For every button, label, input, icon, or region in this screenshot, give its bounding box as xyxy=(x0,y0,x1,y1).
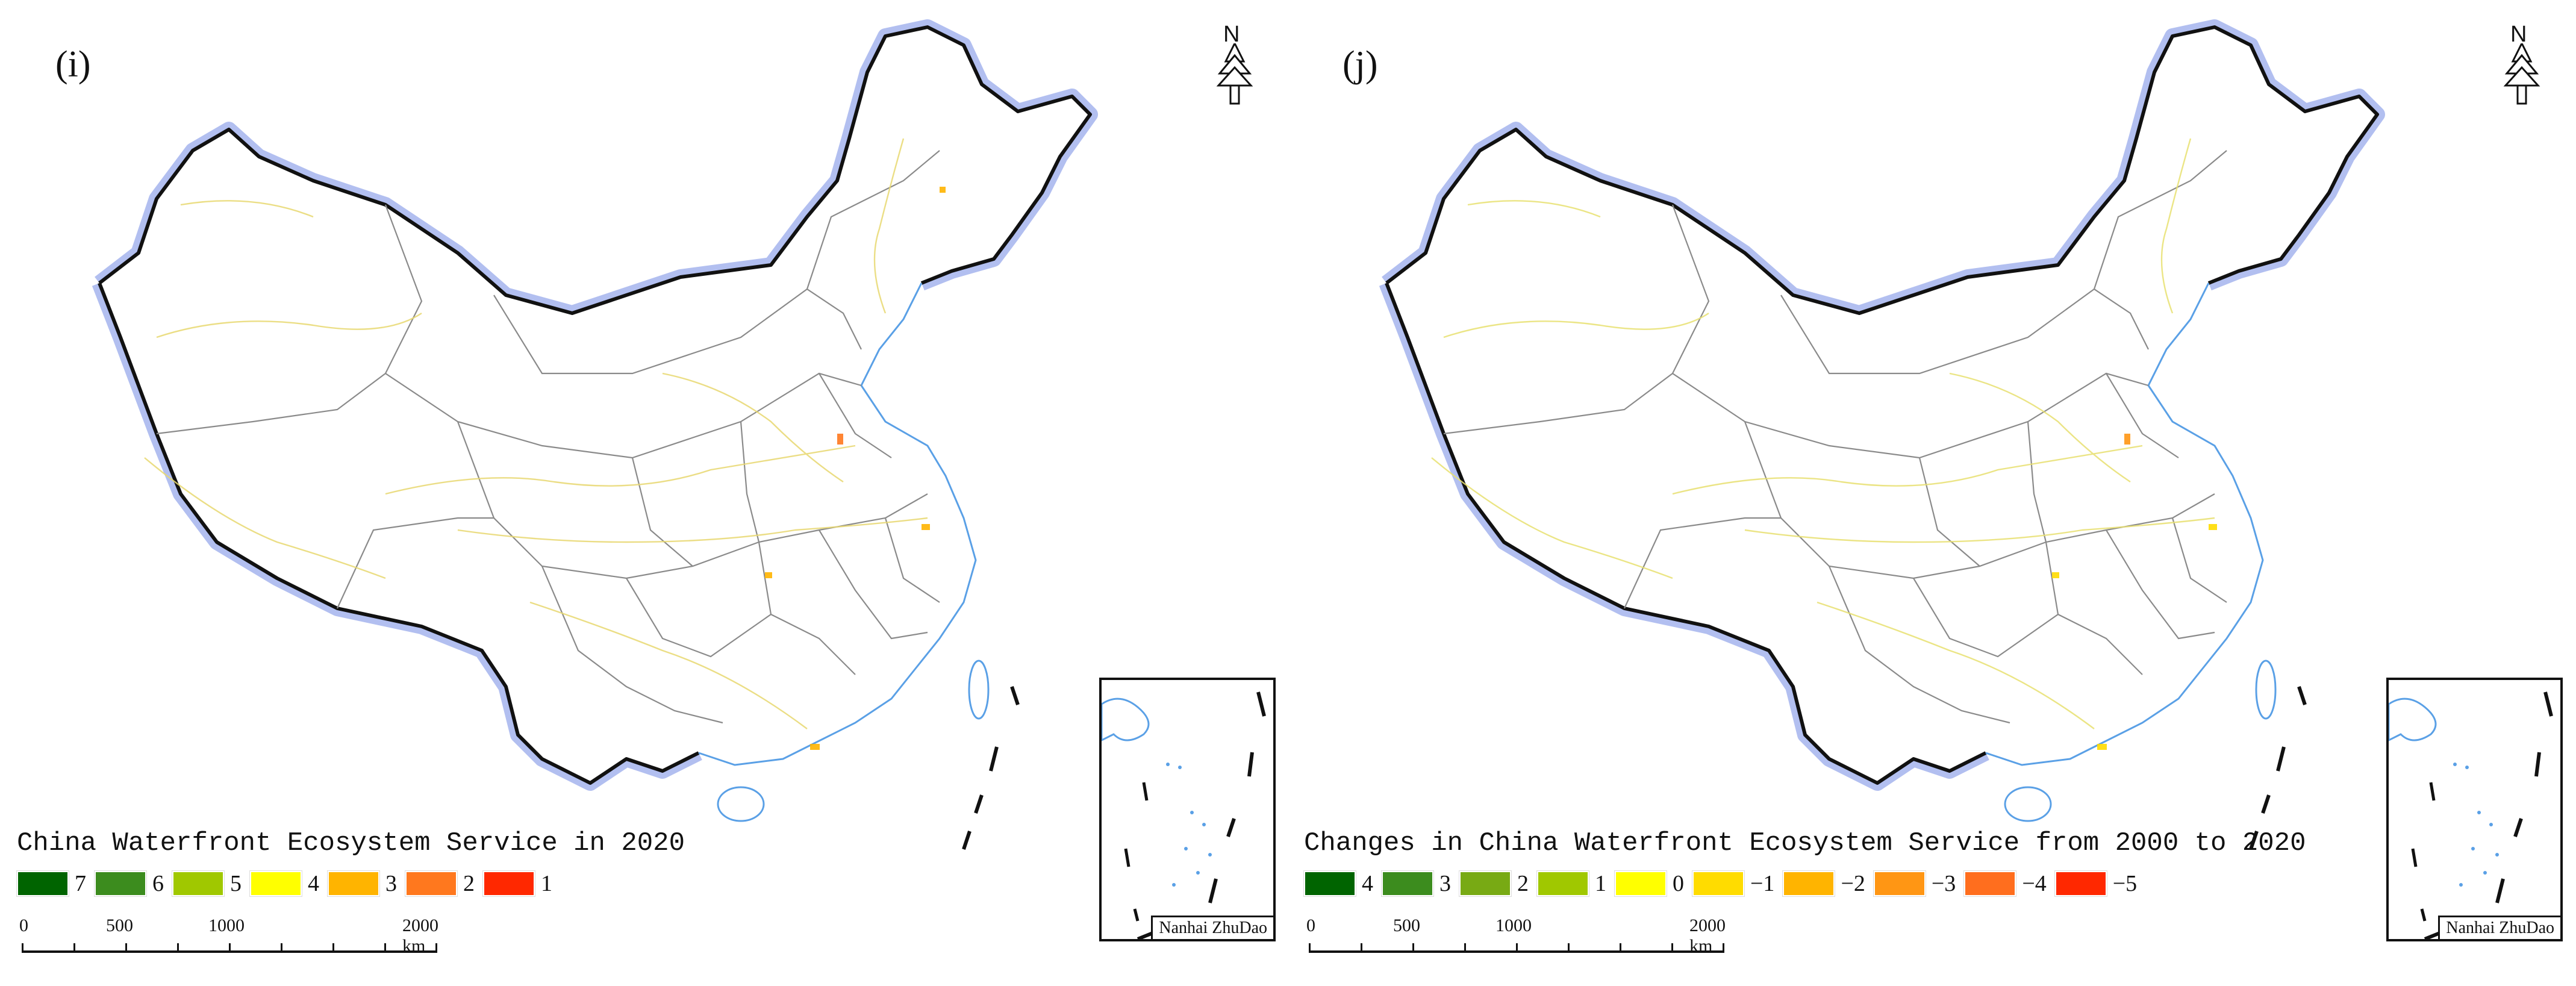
scale-tick xyxy=(1723,943,1724,953)
legend-title: Changes in China Waterfront Ecosystem Se… xyxy=(1304,828,2306,858)
legend-item: 2 xyxy=(405,870,475,897)
north-label: N xyxy=(1223,22,1240,47)
scale-tick xyxy=(1412,943,1414,953)
scale-label: 500 xyxy=(106,916,133,935)
scale-tick xyxy=(332,943,334,953)
legend-swatch xyxy=(1692,871,1744,896)
scale-label: 500 xyxy=(1393,916,1420,935)
scale-tick xyxy=(22,943,23,953)
scale-tick xyxy=(1464,943,1466,953)
scale-label: 0 xyxy=(1306,916,1315,935)
china-map xyxy=(1379,19,2385,850)
inset-map xyxy=(1100,691,1266,941)
legend-item: 5 xyxy=(172,870,242,897)
inset-map xyxy=(2387,691,2553,941)
legend-value: 1 xyxy=(1595,871,1606,896)
legend-swatch xyxy=(1873,871,1926,896)
legend-swatch xyxy=(172,871,224,896)
legend-swatch xyxy=(1459,871,1511,896)
legend-swatch xyxy=(250,871,302,896)
map-panel-i: (i) N Nanhai ZhuDao China Waterfront Eco… xyxy=(17,19,1276,964)
legend-value: 7 xyxy=(75,871,86,896)
legend-title: China Waterfront Ecosystem Service in 20… xyxy=(17,828,685,858)
scale-tick xyxy=(177,943,179,953)
legend-swatch xyxy=(95,871,146,896)
scale-tick xyxy=(281,943,282,953)
north-label: N xyxy=(2510,22,2527,47)
legend-item: −2 xyxy=(1783,870,1865,897)
inset-title: Nanhai ZhuDao xyxy=(2438,916,2560,939)
north-arrow: N xyxy=(1214,22,1256,112)
legend-swatch xyxy=(405,871,457,896)
scale-tick xyxy=(73,943,75,953)
legend-value: −2 xyxy=(1841,871,1865,896)
legend-item: −3 xyxy=(1873,870,1956,897)
legend-item: 2 xyxy=(1459,870,1529,897)
panel-label: (i) xyxy=(55,44,91,85)
legend: 7 6 5 4 3 2 1 xyxy=(17,870,561,897)
scale-tick xyxy=(1568,943,1570,953)
map-panel-j: (j) N Nanhai ZhuDao Changes in China Wat… xyxy=(1287,0,2576,986)
legend-item: −4 xyxy=(1964,870,2047,897)
legend-item: 1 xyxy=(483,870,552,897)
legend-swatch xyxy=(1783,871,1835,896)
scale-bar: 0 500 1000 2000 km xyxy=(17,916,451,964)
legend-value: 5 xyxy=(230,871,242,896)
scale-label: 0 xyxy=(19,916,28,935)
south-china-sea-inset: Nanhai ZhuDao xyxy=(2386,678,2563,941)
scale-tick xyxy=(1309,943,1311,953)
scale-tick xyxy=(125,943,127,953)
legend-value: 6 xyxy=(152,871,164,896)
legend-item: −1 xyxy=(1692,870,1774,897)
legend-value: 4 xyxy=(308,871,319,896)
legend-value: −5 xyxy=(2112,871,2138,896)
legend-item: −5 xyxy=(2054,870,2138,897)
legend-value: −1 xyxy=(1750,871,1775,896)
legend-swatch xyxy=(1304,871,1356,896)
scale-tick xyxy=(1361,943,1362,953)
legend-value: −4 xyxy=(2022,871,2047,896)
north-arrow-icon xyxy=(1216,43,1253,105)
scale-label: 1000 xyxy=(1495,916,1532,935)
legend-swatch xyxy=(328,871,379,896)
scale-tick xyxy=(435,943,437,953)
legend-swatch xyxy=(2054,871,2107,896)
legend-value: 3 xyxy=(1439,871,1451,896)
legend-item: 0 xyxy=(1615,870,1684,897)
legend-item: 7 xyxy=(17,870,86,897)
legend-swatch xyxy=(1964,871,2016,896)
legend-item: 4 xyxy=(250,870,319,897)
legend-value: 1 xyxy=(541,871,552,896)
legend-value: 2 xyxy=(463,871,475,896)
legend-swatch xyxy=(1537,871,1589,896)
legend-value: 4 xyxy=(1362,871,1373,896)
legend-value: 0 xyxy=(1673,871,1684,896)
scale-tick xyxy=(229,943,231,953)
legend-value: −3 xyxy=(1931,871,1956,896)
scale-tick xyxy=(1516,943,1518,953)
scale-label: 1000 xyxy=(208,916,245,935)
north-arrow: N xyxy=(2501,22,2543,112)
panel-label: (j) xyxy=(1343,44,1378,85)
north-arrow-icon xyxy=(2503,43,2540,105)
legend-swatch xyxy=(17,871,69,896)
legend: 4 3 2 1 0 −1 −2 −3 −4 −5 xyxy=(1304,870,2145,897)
scale-bar: 0 500 1000 2000 km xyxy=(1304,916,1738,964)
legend-item: 3 xyxy=(328,870,397,897)
legend-value: 3 xyxy=(385,871,397,896)
legend-item: 3 xyxy=(1382,870,1451,897)
legend-item: 4 xyxy=(1304,870,1373,897)
scale-tick xyxy=(1671,943,1673,953)
inset-title: Nanhai ZhuDao xyxy=(1151,916,1273,939)
china-map xyxy=(92,19,1098,850)
south-china-sea-inset: Nanhai ZhuDao xyxy=(1099,678,1276,941)
legend-item: 6 xyxy=(95,870,164,897)
legend-swatch xyxy=(1382,871,1433,896)
legend-swatch xyxy=(1615,871,1667,896)
legend-swatch xyxy=(483,871,535,896)
scale-tick xyxy=(384,943,386,953)
scale-tick xyxy=(1620,943,1621,953)
legend-item: 1 xyxy=(1537,870,1606,897)
legend-value: 2 xyxy=(1517,871,1529,896)
